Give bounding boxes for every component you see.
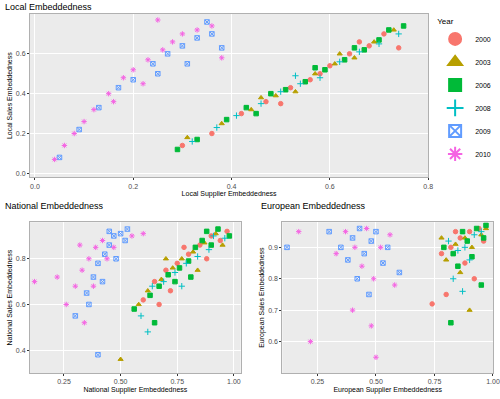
svg-text:1.00: 1.00 <box>227 378 241 385</box>
svg-text:0.7: 0.7 <box>268 307 278 314</box>
svg-text:0.2: 0.2 <box>128 183 138 190</box>
svg-text:0.6: 0.6 <box>325 183 335 190</box>
svg-text:0.2: 0.2 <box>16 130 26 137</box>
svg-text:2009: 2009 <box>475 128 491 135</box>
svg-text:0.25: 0.25 <box>311 378 325 385</box>
svg-text:0.25: 0.25 <box>57 378 71 385</box>
svg-text:Local Sales Embeddedness: Local Sales Embeddedness <box>6 52 13 139</box>
svg-text:0.8: 0.8 <box>16 255 26 262</box>
svg-text:2008: 2008 <box>475 105 491 112</box>
svg-text:Local Embeddedness: Local Embeddedness <box>5 2 92 12</box>
svg-text:2006: 2006 <box>475 82 491 89</box>
svg-text:0.6: 0.6 <box>16 50 26 57</box>
svg-text:0.0: 0.0 <box>16 170 26 177</box>
svg-text:National Sales Embeddedness: National Sales Embeddedness <box>6 249 13 345</box>
svg-text:0.4: 0.4 <box>16 347 26 354</box>
svg-text:2010: 2010 <box>475 151 491 158</box>
svg-text:0.8: 0.8 <box>423 183 433 190</box>
svg-text:2000: 2000 <box>475 36 491 43</box>
svg-text:0.0: 0.0 <box>30 183 40 190</box>
svg-text:Year: Year <box>437 17 454 26</box>
svg-text:0.9: 0.9 <box>268 244 278 251</box>
svg-text:European Embeddedness: European Embeddedness <box>261 201 366 211</box>
svg-text:0.75: 0.75 <box>170 378 184 385</box>
svg-text:2003: 2003 <box>475 59 491 66</box>
svg-text:European Sales Embeddedness: European Sales Embeddedness <box>258 247 266 348</box>
svg-text:0.8: 0.8 <box>268 275 278 282</box>
svg-text:National Supplier Embeddedness: National Supplier Embeddedness <box>83 386 187 394</box>
svg-text:0.75: 0.75 <box>428 378 442 385</box>
svg-text:0.4: 0.4 <box>16 90 26 97</box>
svg-text:European Supplier Embeddedness: European Supplier Embeddedness <box>333 386 442 394</box>
svg-text:0.50: 0.50 <box>114 378 128 385</box>
svg-text:0.6: 0.6 <box>268 338 278 345</box>
svg-text:0.50: 0.50 <box>369 378 383 385</box>
svg-text:0.6: 0.6 <box>16 301 26 308</box>
svg-text:1.00: 1.00 <box>486 378 500 385</box>
svg-text:National Embeddedness: National Embeddedness <box>5 201 104 211</box>
svg-text:0.4: 0.4 <box>227 183 237 190</box>
svg-text:Local Supplier Embeddedness: Local Supplier Embeddedness <box>182 190 277 198</box>
